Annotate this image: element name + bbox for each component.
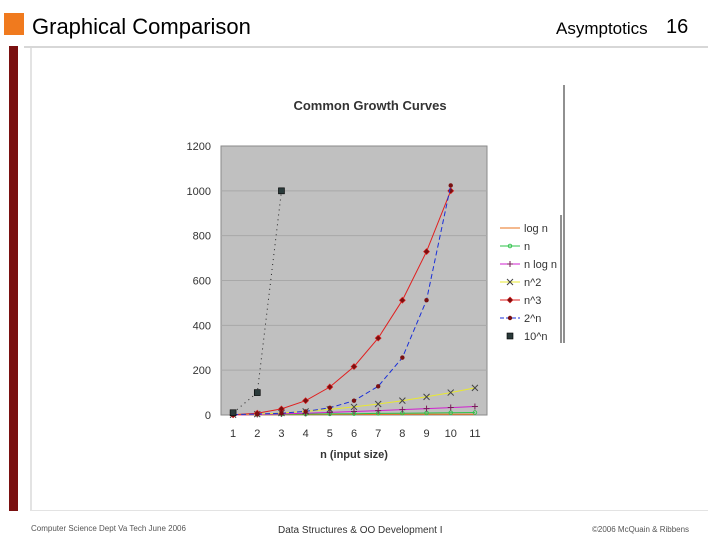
series-n-2-point <box>399 397 406 405</box>
series-2-n-point <box>255 411 260 417</box>
series-2-n-point <box>448 183 453 188</box>
chart-title: Common Growth Curves <box>293 98 446 113</box>
series-n-3-point <box>302 397 310 405</box>
header-divider <box>24 46 708 48</box>
y-tick-label: 800 <box>193 231 211 243</box>
series-2-n-point <box>351 398 357 403</box>
footer-department: Computer Science Dept Va Tech June 2006 <box>31 524 186 533</box>
section-label: Asymptotics <box>556 19 648 38</box>
series-line-2-n <box>233 185 452 416</box>
x-tick-label: 7 <box>375 428 381 440</box>
page-title: Graphical Comparison <box>32 14 251 39</box>
legend-label-n-log-n: n log n <box>524 259 557 271</box>
series-2-n-point <box>375 384 381 389</box>
series-n-2-point <box>447 389 455 396</box>
footer-course: Data Structures & OO Development I <box>278 525 443 536</box>
series-n-log-n-point <box>351 408 357 415</box>
legend-n-3-point <box>506 296 514 304</box>
series-n-3-point <box>398 296 406 304</box>
series-n-log-n-point <box>375 407 382 414</box>
series-n-point <box>472 410 478 415</box>
x-tick-label: 3 <box>278 428 284 440</box>
series-line-n-3 <box>233 190 452 416</box>
legend-n-2-point <box>506 278 514 286</box>
x-tick-label: 11 <box>469 428 480 440</box>
accent-square <box>4 13 24 35</box>
x-tick-label: 10 <box>445 428 457 440</box>
legend-n-log-n-point <box>507 261 513 267</box>
series-n-log-n-point <box>326 409 333 416</box>
series-2-n-point <box>424 298 429 303</box>
y-tick-label: 400 <box>193 320 211 332</box>
legend-label-10-n: 10^n <box>524 331 548 343</box>
series-10-n-point <box>278 187 285 195</box>
x-tick-label: 9 <box>423 428 429 440</box>
legend-label-log-n: log n <box>524 223 548 235</box>
series-n-3-point <box>374 334 382 342</box>
series-10-n-point <box>229 409 237 417</box>
legend-n-point <box>507 243 513 249</box>
y-tick-label: 1200 <box>187 141 211 153</box>
left-accent-bar <box>9 46 18 511</box>
legend-label-2-n: 2^n <box>524 313 541 325</box>
series-n-3-point <box>423 248 430 256</box>
y-tick-label: 0 <box>205 410 211 422</box>
series-n-point <box>448 410 453 416</box>
series-10-n-point <box>253 389 261 396</box>
x-tick-label: 5 <box>327 428 333 440</box>
y-tick-label: 200 <box>193 365 211 377</box>
series-2-n-point <box>303 409 308 414</box>
series-n-2-point <box>423 393 430 401</box>
series-n-log-n-point <box>447 404 454 411</box>
series-n-3-point <box>350 363 358 371</box>
series-line-10-n <box>232 190 282 414</box>
series-2-n-point <box>327 405 333 411</box>
series-n-2-point <box>374 400 382 408</box>
legend-label-n-2: n^2 <box>524 277 541 289</box>
legend-label-n-3: n^3 <box>524 295 541 307</box>
series-2-n-point <box>400 355 405 360</box>
series-n-2-point <box>350 403 358 411</box>
series-n-log-n-point <box>471 403 478 410</box>
x-tick-label: 1 <box>230 428 236 440</box>
x-tick-label: 8 <box>399 428 405 440</box>
growth-curves-chart: Common Growth Curves 0 200 400 600 800 1000 120… <box>175 85 565 473</box>
content-left-rule <box>30 48 32 510</box>
legend-label-n: n <box>524 241 530 253</box>
footer-copyright: ©2006 McQuain & Ribbens <box>592 525 690 534</box>
series-n-3-point <box>326 383 334 391</box>
x-tick-label: 4 <box>303 428 309 440</box>
content-bottom-rule <box>30 510 708 511</box>
x-tick-label: 6 <box>351 428 357 440</box>
series-n-log-n-point <box>423 405 430 412</box>
y-tick-label: 1000 <box>187 186 211 198</box>
legend-2-n-point <box>507 315 513 321</box>
slide-number: 16 <box>666 16 689 38</box>
x-tick-label: 2 <box>254 428 260 440</box>
series-n-log-n-point <box>399 406 406 413</box>
series-2-n-point <box>279 411 284 416</box>
legend-10-n-point <box>506 332 514 340</box>
y-tick-label: 600 <box>193 276 211 288</box>
x-axis-label: n (input size) <box>320 449 388 461</box>
series-n-2-point <box>471 384 479 392</box>
